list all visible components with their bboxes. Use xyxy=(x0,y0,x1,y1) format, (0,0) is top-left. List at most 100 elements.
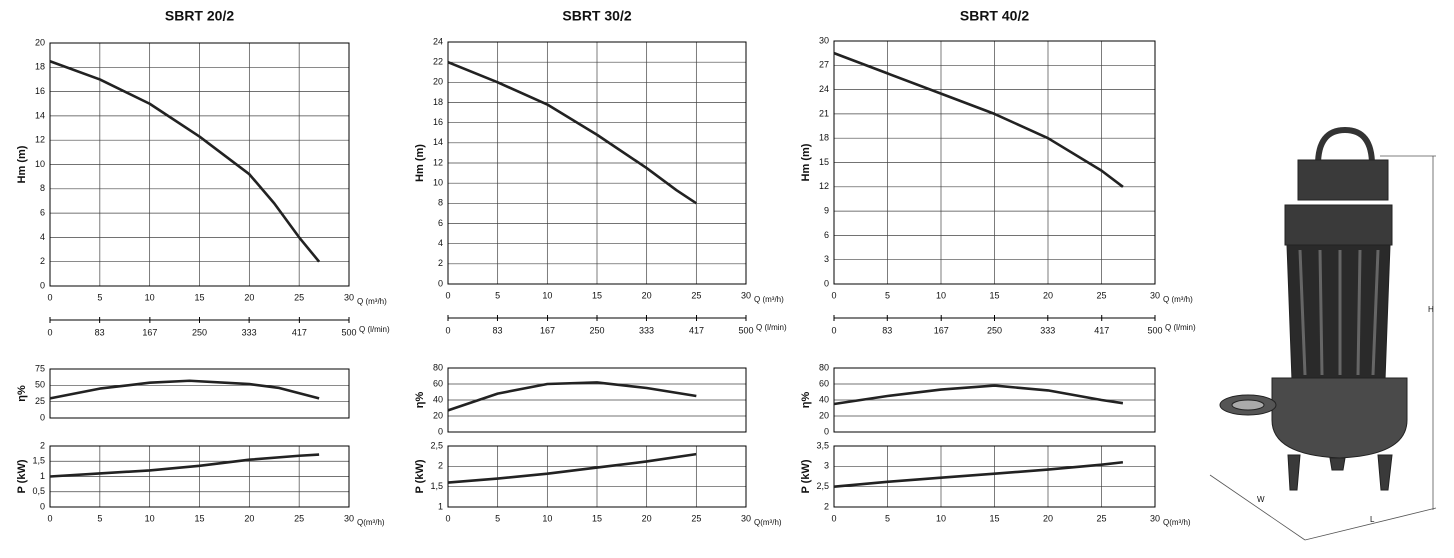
y-tick-label: 12 xyxy=(819,181,829,191)
y-tick-label: 3 xyxy=(824,254,829,264)
x-tick-label: 25 xyxy=(1096,290,1106,300)
data-line xyxy=(49,453,320,478)
y-tick-label: 16 xyxy=(35,86,45,96)
x2-axis-label: Q (l/min) xyxy=(1165,323,1196,332)
x2-tick-label: 83 xyxy=(492,325,502,335)
x-axis-label: Q (m³/h) xyxy=(357,297,387,306)
plot-frame xyxy=(833,445,1156,508)
x-tick-label: 15 xyxy=(592,290,602,300)
x-tick-label: 5 xyxy=(495,290,500,300)
y-tick-label: 14 xyxy=(433,137,443,147)
y-tick-label: 6 xyxy=(438,218,443,228)
x-tick-label: 25 xyxy=(294,292,304,302)
plot-frame xyxy=(833,367,1156,433)
data-line xyxy=(447,381,697,412)
x-tick-label: 20 xyxy=(1043,290,1053,300)
y-tick-label: 18 xyxy=(35,62,45,72)
top-cap xyxy=(1297,159,1389,201)
y-tick-label: 4 xyxy=(438,238,443,248)
x2-tick-label: 83 xyxy=(95,327,105,337)
y-axis-label: Hm (m) xyxy=(414,144,426,182)
dimension-label: H xyxy=(1428,305,1434,314)
y-tick-label: 50 xyxy=(35,380,45,390)
dimension-lines xyxy=(1209,155,1437,541)
x-tick-label: 25 xyxy=(691,290,701,300)
x-tick-label: 0 xyxy=(47,513,52,523)
chart-title: SBRT 30/2 xyxy=(562,8,631,24)
dim-line xyxy=(1209,474,1306,541)
x-tick-label: 10 xyxy=(542,290,552,300)
x2-tick-label: 83 xyxy=(882,325,892,335)
y-tick-label: 18 xyxy=(819,133,829,143)
y-tick-label: 6 xyxy=(824,230,829,240)
y-tick-label: 0 xyxy=(40,412,45,422)
x2-tick-label: 500 xyxy=(1147,325,1162,335)
x2-tick-label: 417 xyxy=(1094,325,1109,335)
x-tick-label: 20 xyxy=(642,513,652,523)
y-tick-label: 2 xyxy=(438,258,443,268)
x-tick-label: 15 xyxy=(989,290,999,300)
y-tick-label: 21 xyxy=(819,108,829,118)
y-tick-label: 16 xyxy=(433,117,443,127)
x2-tick-label: 167 xyxy=(540,325,555,335)
y-tick-label: 3 xyxy=(824,461,829,471)
x2-tick-label: 167 xyxy=(934,325,949,335)
x-tick-label: 5 xyxy=(885,290,890,300)
y-tick-label: 0 xyxy=(438,426,443,436)
x2-tick-label: 333 xyxy=(242,327,257,337)
x-tick-label: 0 xyxy=(445,513,450,523)
x2-tick-label: 250 xyxy=(589,325,604,335)
x2-tick-label: 167 xyxy=(142,327,157,337)
y-tick-label: 27 xyxy=(819,60,829,70)
x2-tick-label: 417 xyxy=(292,327,307,337)
y-tick-label: 2 xyxy=(40,256,45,266)
y-tick-label: 1 xyxy=(40,471,45,481)
y-tick-label: 0 xyxy=(824,426,829,436)
x-tick-label: 30 xyxy=(741,290,751,300)
y-tick-label: 0 xyxy=(40,280,45,290)
y-tick-label: 12 xyxy=(35,135,45,145)
x-tick-label: 5 xyxy=(885,513,890,523)
y-axis-label: Hm (m) xyxy=(16,145,28,183)
feet xyxy=(1287,454,1393,491)
y-tick-label: 24 xyxy=(433,36,443,46)
x-tick-label: 5 xyxy=(495,513,500,523)
y-axis-label: η% xyxy=(800,392,812,409)
x2-tick-label: 333 xyxy=(1040,325,1055,335)
dim-line xyxy=(1304,507,1437,541)
data-line xyxy=(447,60,698,205)
y-tick-label: 20 xyxy=(433,77,443,87)
plot-frame xyxy=(49,42,350,287)
y-tick-label: 2,5 xyxy=(430,440,443,450)
y-tick-label: 22 xyxy=(433,57,443,67)
y-tick-label: 0,5 xyxy=(32,486,45,496)
x-tick-label: 10 xyxy=(542,513,552,523)
x2-axis-label: Q (l/min) xyxy=(756,323,787,332)
x-axis-label: Q (m³/h) xyxy=(1163,295,1193,304)
y-tick-label: 20 xyxy=(35,37,45,47)
plot-frame xyxy=(833,40,1156,285)
y-tick-label: 1,5 xyxy=(32,456,45,466)
chart-title: SBRT 20/2 xyxy=(165,8,234,24)
data-line xyxy=(447,452,697,484)
y-tick-label: 2 xyxy=(824,501,829,511)
dimension-label: W xyxy=(1257,495,1265,504)
x2-tick-label: 0 xyxy=(47,327,52,337)
plot-frame xyxy=(49,368,350,419)
x2-tick-label: 333 xyxy=(639,325,654,335)
y-tick-label: 8 xyxy=(40,183,45,193)
y-tick-label: 6 xyxy=(40,207,45,217)
x-tick-label: 0 xyxy=(831,513,836,523)
y-tick-label: 2 xyxy=(438,461,443,471)
x-tick-label: 15 xyxy=(194,292,204,302)
data-line xyxy=(49,60,321,263)
handle xyxy=(1315,126,1375,166)
y-tick-label: 60 xyxy=(433,378,443,388)
x-tick-label: 10 xyxy=(145,513,155,523)
y-axis-label: P (kW) xyxy=(800,459,812,493)
x-tick-label: 5 xyxy=(97,513,102,523)
x2-tick-label: 0 xyxy=(445,325,450,335)
y-tick-label: 15 xyxy=(819,157,829,167)
x-tick-label: 25 xyxy=(691,513,701,523)
